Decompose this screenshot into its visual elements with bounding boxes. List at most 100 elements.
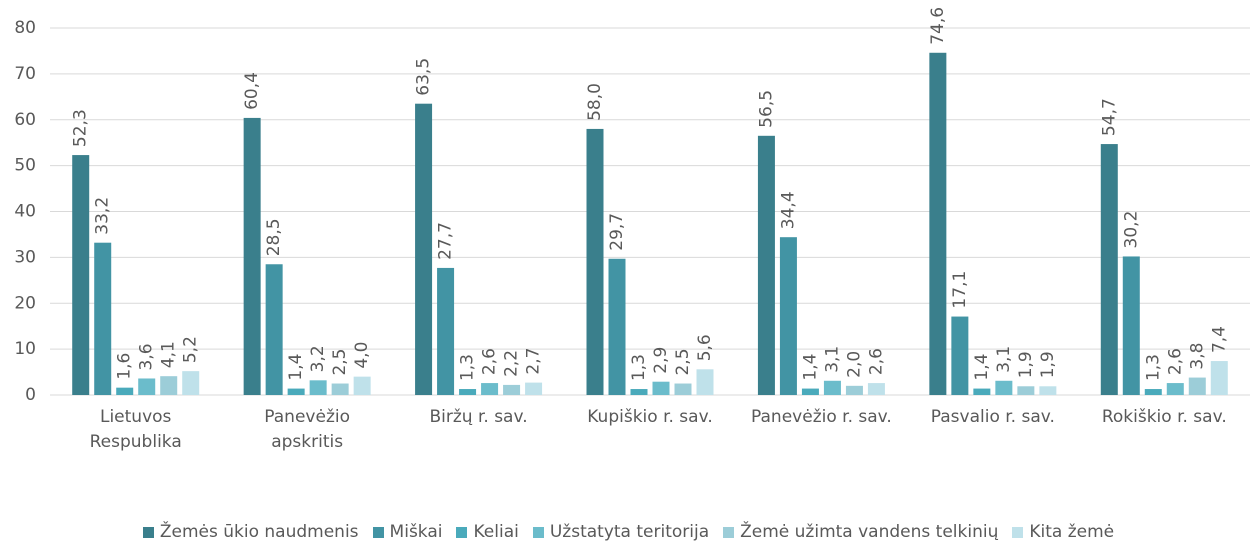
- bar: [929, 52, 947, 396]
- bar: [1100, 144, 1118, 395]
- y-tick-label: 10: [14, 339, 36, 359]
- bar: [823, 380, 841, 395]
- data-label: 1,9: [1038, 351, 1058, 378]
- data-label: 2,9: [651, 347, 671, 374]
- data-label: 1,3: [1143, 354, 1163, 381]
- bar: [353, 376, 371, 395]
- legend-swatch: [1012, 526, 1024, 538]
- data-label: 4,1: [159, 341, 179, 368]
- bar: [525, 382, 543, 395]
- x-tick-label: Kupiškio r. sav.: [587, 407, 713, 427]
- data-label: 2,6: [480, 348, 500, 375]
- data-label: 3,6: [137, 343, 157, 370]
- y-tick-label: 60: [14, 110, 36, 130]
- x-tick-label: Panevėžio r. sav.: [751, 407, 892, 427]
- bar: [995, 380, 1013, 395]
- bar: [801, 388, 819, 395]
- legend-item: Miškai: [372, 522, 443, 542]
- legend-label: Kita žemė: [1029, 522, 1115, 542]
- legend-swatch: [532, 526, 544, 538]
- data-label: 2,6: [866, 348, 886, 375]
- data-label: 3,8: [1187, 343, 1207, 370]
- bar: [331, 383, 349, 395]
- data-label: 56,5: [756, 90, 776, 128]
- bar: [1122, 256, 1140, 395]
- bar: [116, 387, 134, 395]
- legend-item: Žemės ūkio naudmenis: [142, 522, 359, 542]
- data-label: 1,4: [286, 354, 306, 381]
- data-label: 2,0: [844, 351, 864, 378]
- bar: [160, 376, 178, 395]
- bar: [138, 378, 156, 395]
- y-tick-label: 80: [14, 18, 36, 38]
- bar: [309, 380, 327, 395]
- bar: [481, 383, 499, 395]
- bar: [1144, 389, 1162, 395]
- bar: [182, 371, 200, 395]
- legend-swatch: [723, 526, 735, 538]
- bar: [696, 369, 714, 395]
- x-tick-label: Pasvalio r. sav.: [930, 407, 1055, 427]
- data-label: 74,6: [928, 7, 948, 45]
- data-label: 54,7: [1099, 98, 1119, 136]
- bar: [608, 258, 626, 395]
- legend-swatch: [372, 526, 384, 538]
- data-label: 52,3: [71, 109, 91, 147]
- bar: [845, 385, 863, 395]
- legend-label: Keliai: [473, 522, 519, 542]
- data-label: 1,6: [115, 353, 135, 380]
- x-tick-label: Biržų r. sav.: [429, 407, 528, 427]
- bar: [652, 381, 670, 395]
- bar: [437, 267, 455, 395]
- x-tick-label: Lietuvos Respublika: [89, 407, 182, 452]
- data-label: 2,5: [673, 348, 693, 375]
- bar: [287, 388, 305, 395]
- x-tick-label: Rokiškio r. sav.: [1101, 407, 1227, 427]
- data-label: 3,1: [994, 346, 1014, 373]
- data-label: 60,4: [242, 72, 262, 110]
- bar: [951, 316, 969, 395]
- data-label: 17,1: [950, 271, 970, 309]
- y-tick-label: 70: [14, 64, 36, 84]
- bar: [867, 383, 885, 395]
- data-label: 1,3: [629, 354, 649, 381]
- bar: [674, 383, 692, 395]
- data-label: 28,5: [264, 218, 284, 256]
- data-label: 2,2: [502, 350, 522, 377]
- bar: [1017, 386, 1035, 395]
- data-label: 58,0: [585, 83, 605, 121]
- data-label: 2,7: [524, 348, 544, 375]
- bar: [973, 388, 991, 395]
- legend-label: Žemė užimta vandens telkinių: [740, 522, 999, 542]
- bar: [459, 389, 477, 395]
- data-label: 5,2: [181, 336, 201, 363]
- data-label: 5,6: [695, 334, 715, 361]
- legend-label: Užstatyta teritorija: [549, 522, 710, 542]
- bar: [1210, 361, 1228, 395]
- legend: Žemės ūkio naudmenis Miškai Keliai Užstatyt…: [0, 522, 1257, 542]
- y-tick-label: 0: [25, 385, 36, 405]
- legend-label: Miškai: [389, 522, 443, 542]
- legend-swatch: [142, 526, 154, 538]
- data-label: 33,2: [93, 197, 113, 235]
- data-label: 3,1: [822, 346, 842, 373]
- data-label: 2,6: [1165, 348, 1185, 375]
- data-label: 30,2: [1121, 211, 1141, 249]
- data-label: 29,7: [607, 213, 627, 251]
- bar: [94, 242, 112, 395]
- y-tick-label: 20: [14, 293, 36, 313]
- y-tick-label: 30: [14, 247, 36, 267]
- data-label: 1,3: [458, 354, 478, 381]
- bar: [1188, 377, 1206, 395]
- data-label: 34,4: [778, 191, 798, 229]
- bar: [503, 384, 521, 395]
- bar: [72, 155, 90, 395]
- data-label: 7,4: [1209, 326, 1229, 353]
- legend-item: Kita žemė: [1012, 522, 1114, 542]
- bar: [1166, 383, 1184, 395]
- data-label: 1,9: [1016, 351, 1036, 378]
- legend-item: Užstatyta teritorija: [532, 522, 710, 542]
- data-label: 4,0: [352, 342, 372, 369]
